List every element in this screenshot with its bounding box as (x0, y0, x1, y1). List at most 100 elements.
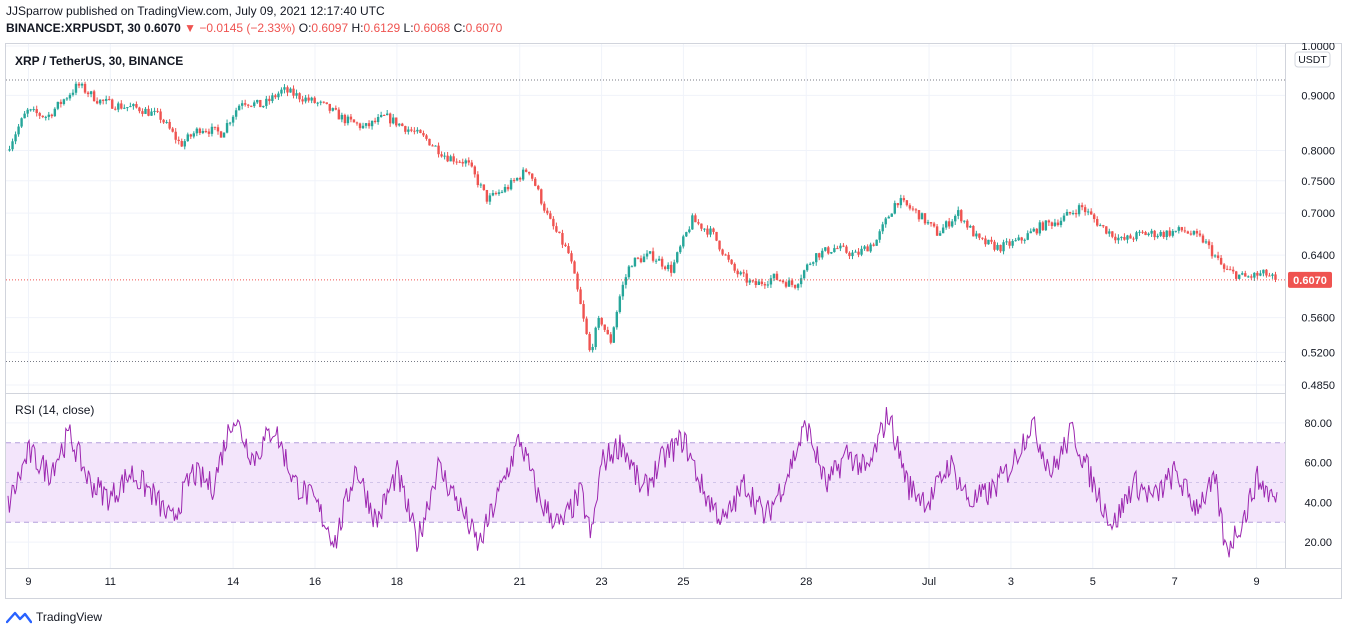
candle-body (1219, 257, 1223, 265)
candle-body (926, 222, 930, 224)
candle-body (833, 248, 836, 253)
candle-body (648, 251, 652, 254)
candle-body (555, 226, 558, 232)
candle-body (818, 253, 821, 258)
rsi-axis[interactable]: 80.00 60.00 40.00 20.00 (1304, 418, 1332, 549)
candle-body (180, 141, 183, 147)
candle-body (92, 91, 96, 102)
candle-body (769, 278, 773, 285)
candle-body (947, 221, 951, 227)
candle-body (954, 215, 957, 222)
candle-body (564, 244, 567, 247)
candle-body (47, 114, 50, 117)
candlestick-series[interactable] (8, 81, 1277, 353)
candle-body (29, 109, 32, 111)
price-axis[interactable]: 1.0000 0.9000 0.8000 0.7500 0.7000 0.6400 0.56… (1301, 43, 1335, 392)
candle-body (993, 241, 996, 250)
candle-body (446, 155, 449, 162)
time-tick-label: 16 (309, 576, 321, 588)
candle-body (186, 134, 189, 142)
candle-body (727, 254, 730, 260)
candle-body (301, 99, 304, 102)
candle-body (772, 273, 776, 279)
candle-body (20, 118, 23, 127)
chart-title: XRP / TetherUS, 30, BINANCE (15, 54, 183, 68)
candle-body (201, 131, 205, 134)
candle-body (207, 131, 211, 134)
candle-body (449, 156, 452, 162)
candle-body (975, 233, 978, 237)
candle-body (1186, 231, 1190, 234)
candle-body (44, 116, 47, 118)
candle-body (706, 228, 709, 235)
close-value: 0.6070 (465, 21, 503, 35)
low-value: 0.6068 (413, 21, 451, 35)
candle-body (210, 126, 214, 134)
candle-body (482, 184, 486, 191)
currency-badge[interactable]: USDT (1294, 51, 1331, 68)
candle-body (645, 253, 649, 257)
candle-body (198, 128, 202, 134)
candle-body (59, 101, 63, 105)
candle-body (1108, 231, 1111, 234)
candle-body (923, 213, 927, 224)
candle-body (576, 273, 579, 290)
time-tick-label: 9 (25, 576, 31, 588)
candle-body (890, 213, 893, 217)
candle-body (237, 105, 241, 111)
candle-body (1014, 240, 1017, 242)
candle-body (537, 185, 540, 190)
candle-body (1262, 269, 1265, 274)
candle-body (609, 334, 612, 343)
price-tag: 0.6070 (1288, 271, 1332, 288)
candle-body (697, 222, 700, 224)
price-tick-label: 0.9000 (1301, 90, 1335, 102)
publisher-line: JJSparrow published on TradingView.com, … (6, 3, 385, 19)
candle-body (1204, 241, 1208, 243)
candle-body (1068, 211, 1072, 214)
candle-body (364, 123, 368, 126)
candle-body (839, 245, 842, 249)
candle-body (546, 210, 549, 214)
candle-body (685, 232, 688, 237)
candle-body (95, 101, 99, 104)
candle-body (1144, 232, 1147, 236)
candle-body (307, 97, 310, 101)
candle-body (382, 114, 386, 116)
candle-body (389, 113, 392, 124)
candle-body (240, 103, 244, 106)
time-tick-label: 21 (514, 576, 526, 588)
candle-body (950, 221, 954, 227)
candle-body (1216, 255, 1220, 258)
candle-body (83, 83, 87, 93)
candle-body (26, 109, 29, 114)
candle-body (1114, 236, 1117, 241)
time-tick-label: 9 (1253, 576, 1259, 588)
currency-badge-label: USDT (1298, 54, 1327, 66)
candle-body (802, 270, 806, 279)
candle-body (1132, 238, 1135, 240)
candle-body (1056, 222, 1060, 226)
rsi-line[interactable] (7, 406, 1278, 558)
candle-body (228, 122, 232, 124)
candle-body (467, 160, 470, 163)
tradingview-footer[interactable]: TradingView (6, 610, 102, 624)
time-tick-label: Jul (922, 576, 936, 588)
candle-body (730, 259, 733, 264)
candle-body (509, 180, 513, 190)
candle-body (298, 93, 301, 100)
candle-body (322, 101, 325, 103)
candle-body (981, 237, 984, 239)
chart-frame[interactable]: 1.0000 0.9000 0.8000 0.7500 0.7000 0.6400 0.56… (5, 43, 1342, 599)
candle-body (1183, 230, 1187, 232)
candle-body (709, 228, 712, 235)
candle-body (1086, 211, 1090, 213)
candle-body (1077, 205, 1081, 215)
candle-body (470, 162, 473, 167)
candle-body (642, 256, 646, 263)
time-axis[interactable]: 9 11 14 16 18 21 23 25 28 Jul 3 5 7 9 (25, 576, 1259, 588)
candle-body (8, 149, 11, 151)
candle-body (591, 347, 594, 351)
candle-body (268, 98, 271, 102)
candle-body (171, 128, 174, 132)
